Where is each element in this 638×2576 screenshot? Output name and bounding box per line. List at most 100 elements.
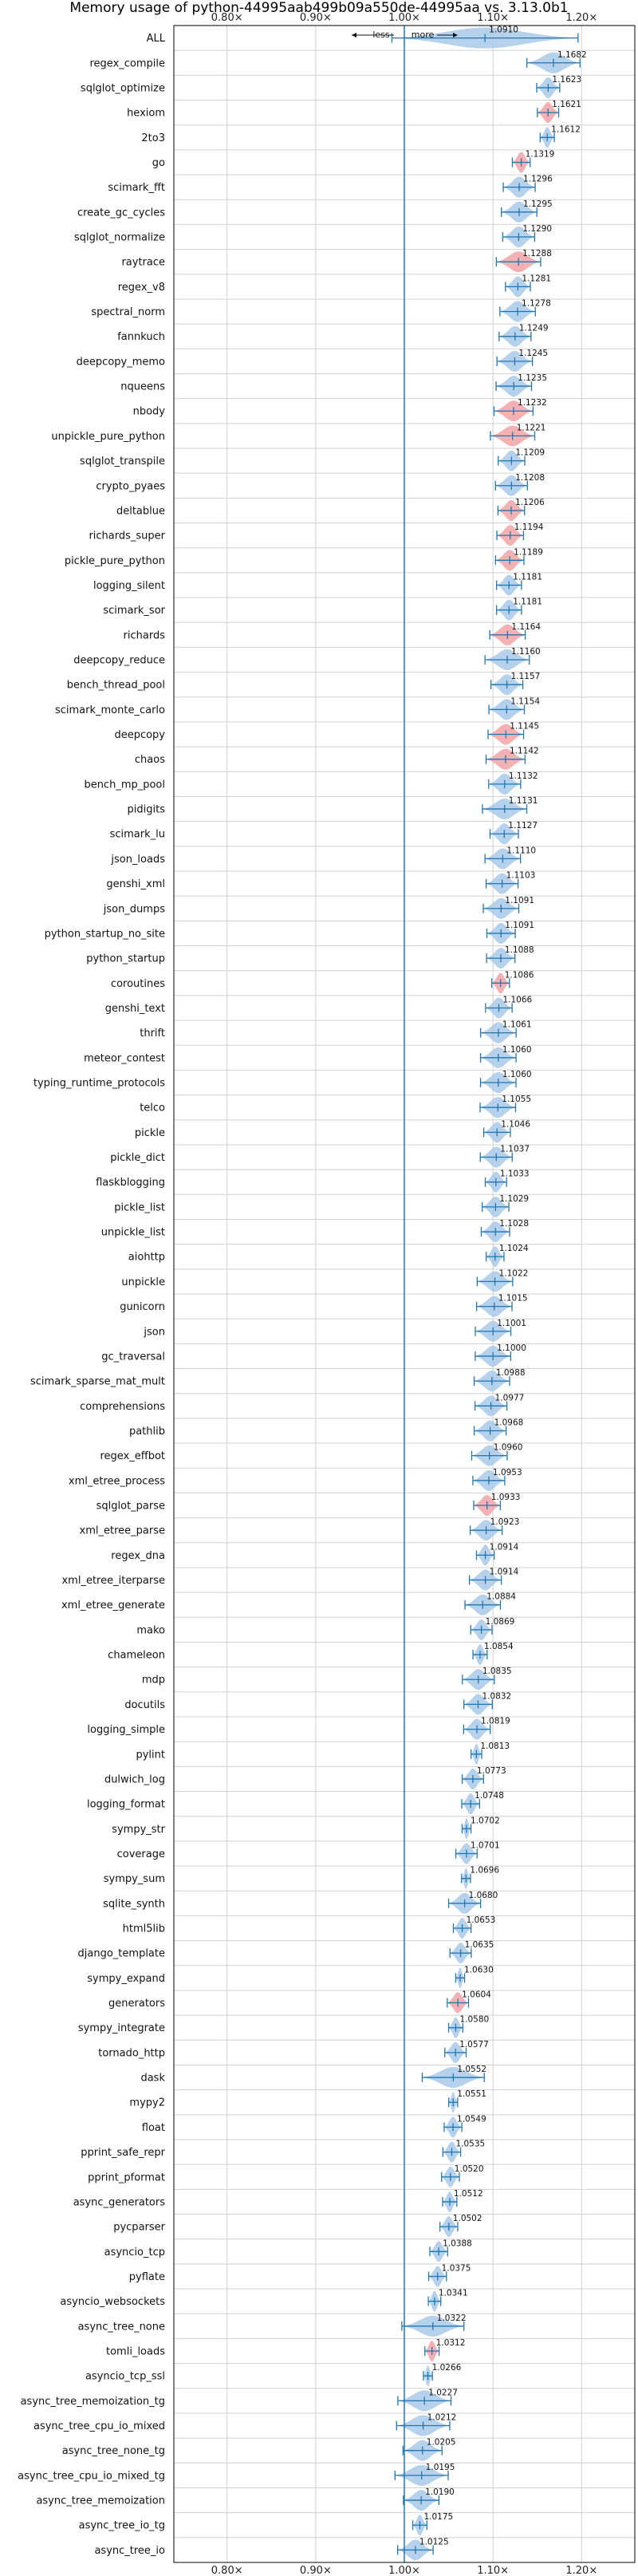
- category-label: hexiom: [127, 108, 165, 120]
- x-tick-label-bottom: 1.10×: [477, 2565, 509, 2576]
- value-label: 1.1189: [514, 547, 543, 557]
- category-label: pprint_safe_repr: [81, 2147, 165, 2159]
- category-label: pickle_dict: [110, 1152, 165, 1164]
- value-label: 1.1319: [526, 149, 555, 159]
- value-label: 1.1037: [500, 1145, 530, 1154]
- category-label: django_template: [78, 1948, 165, 1960]
- direction-arrows: less more: [352, 30, 458, 40]
- value-label: 1.0604: [462, 1990, 491, 2000]
- value-label: 1.0960: [494, 1443, 523, 1453]
- value-label: 1.0125: [419, 2537, 449, 2546]
- value-label: 1.1033: [500, 1170, 530, 1179]
- category-label: sqlglot_normalize: [74, 232, 165, 244]
- x-tick-label-bottom: 1.20×: [565, 2565, 597, 2576]
- category-label: xml_etree_generate: [61, 1600, 165, 1611]
- category-label: unpickle: [121, 1276, 165, 1288]
- category-label: json_loads: [110, 854, 165, 866]
- value-label: 1.0535: [455, 2140, 485, 2149]
- category-label: deepcopy: [114, 729, 165, 741]
- value-label: 1.1060: [502, 1045, 532, 1055]
- x-tick-label-bottom: 0.90×: [300, 2565, 332, 2576]
- category-label: tornado_http: [98, 2047, 165, 2059]
- category-label: pyflate: [129, 2271, 165, 2283]
- value-label: 1.1029: [499, 1194, 529, 1204]
- category-label: pylint: [136, 1749, 165, 1761]
- value-label: 1.1295: [523, 199, 553, 209]
- category-label: deltablue: [116, 505, 165, 517]
- value-label: 1.1060: [502, 1070, 532, 1079]
- category-label: logging_format: [87, 1799, 165, 1811]
- value-label: 1.0502: [453, 2214, 482, 2223]
- value-label: 1.1015: [498, 1294, 528, 1304]
- value-label: 1.0653: [467, 1915, 496, 1925]
- value-label: 1.0701: [471, 1840, 500, 1850]
- category-label: meteor_contest: [84, 1052, 165, 1064]
- value-label: 1.1249: [519, 324, 549, 333]
- value-label: 1.0923: [490, 1517, 520, 1527]
- value-label: 1.1245: [518, 349, 548, 358]
- value-label: 1.1181: [513, 598, 542, 607]
- value-label: 1.1288: [522, 249, 552, 258]
- value-label: 1.1066: [502, 995, 532, 1004]
- more-arrowhead-icon: [453, 33, 458, 37]
- category-label: mako: [136, 1624, 165, 1636]
- category-label: spectral_norm: [91, 306, 165, 318]
- category-label: bench_thread_pool: [67, 680, 165, 692]
- value-label: 1.1142: [510, 747, 539, 756]
- category-label: regex_v8: [118, 282, 165, 294]
- x-tick-label-bottom: 1.00×: [388, 2565, 420, 2576]
- value-label: 1.1278: [522, 299, 551, 309]
- category-label: telco: [140, 1103, 165, 1114]
- value-label: 1.1208: [515, 473, 545, 483]
- more-label: more: [412, 30, 435, 40]
- value-label: 1.0212: [427, 2413, 457, 2423]
- category-label: sqlglot_parse: [96, 1501, 165, 1513]
- value-label: 1.1623: [552, 75, 581, 85]
- category-label: python_startup_no_site: [45, 928, 165, 940]
- category-label: genshi_text: [105, 1003, 165, 1015]
- category-label: asyncio_websockets: [60, 2296, 165, 2308]
- value-label: 1.0977: [495, 1393, 525, 1402]
- category-label: async_tree_cpu_io_mixed_tg: [18, 2470, 165, 2482]
- x-tick-label-bottom: 0.80×: [211, 2565, 243, 2576]
- value-label: 1.1001: [497, 1319, 526, 1328]
- value-label: 1.0551: [457, 2089, 486, 2099]
- value-label: 1.1103: [506, 871, 536, 881]
- value-label: 1.1145: [510, 722, 539, 732]
- value-label: 1.0552: [457, 2065, 486, 2074]
- category-label: xml_etree_parse: [80, 1525, 165, 1537]
- value-label: 1.1206: [515, 498, 545, 507]
- category-label: html5lib: [123, 1923, 165, 1935]
- value-label: 1.0702: [471, 1816, 500, 1825]
- category-label: pathlib: [129, 1426, 165, 1438]
- category-label: deepcopy_memo: [77, 356, 165, 368]
- value-label: 1.0832: [482, 1691, 511, 1701]
- value-label: 1.0190: [425, 2487, 455, 2497]
- category-label: create_gc_cycles: [77, 207, 165, 219]
- value-label: 1.0680: [469, 1891, 498, 1900]
- category-label: raytrace: [121, 257, 165, 269]
- value-label: 1.1612: [551, 124, 581, 134]
- value-label: 1.1091: [505, 921, 534, 930]
- value-label: 1.1164: [511, 622, 541, 632]
- value-label: 1.1131: [509, 796, 538, 806]
- value-label: 1.1232: [518, 398, 547, 408]
- category-label: asyncio_tcp: [104, 2247, 165, 2258]
- value-label: 1.1235: [518, 373, 547, 383]
- value-label: 1.1296: [523, 175, 553, 184]
- value-label: 1.1088: [505, 945, 534, 955]
- value-label: 1.1061: [502, 1020, 532, 1030]
- category-label: regex_effbot: [100, 1450, 165, 1462]
- value-label: 1.1127: [508, 821, 538, 830]
- value-label: 1.0227: [428, 2388, 458, 2397]
- category-label: coroutines: [111, 978, 165, 990]
- category-label: unpickle_list: [101, 1227, 165, 1239]
- value-labels: 1.0910 1.1682 1.1623 1.1621 1.1612 1.1319 1.12…: [419, 26, 587, 2547]
- category-label: comprehensions: [80, 1401, 165, 1413]
- category-label: gc_traversal: [101, 1351, 165, 1363]
- value-label: 1.1000: [497, 1343, 526, 1353]
- less-arrowhead-icon: [352, 33, 356, 37]
- category-label: tomli_loads: [106, 2346, 165, 2358]
- category-label: xml_etree_process: [69, 1475, 165, 1487]
